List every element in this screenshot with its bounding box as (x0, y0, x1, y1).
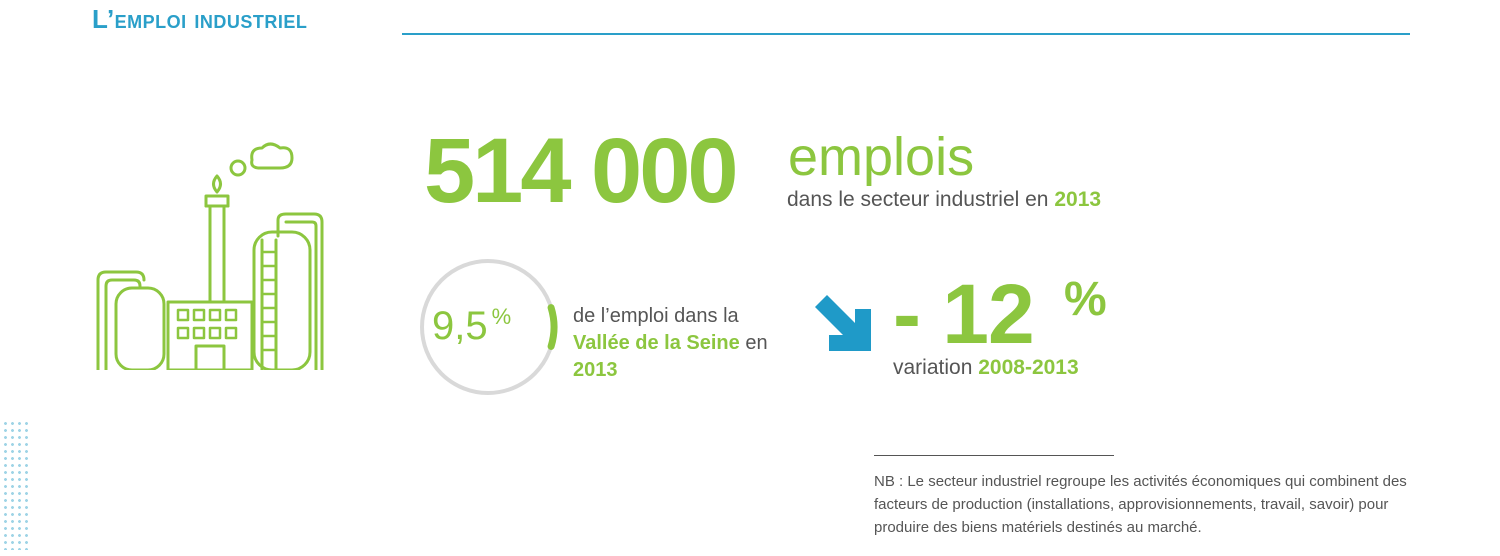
arrow-down-right-icon (815, 295, 871, 351)
share-year: 2013 (573, 359, 618, 381)
factory-icon (96, 142, 324, 370)
variation-period: 2008-2013 (978, 356, 1079, 379)
variation-caption: variation 2008-2013 (893, 356, 1079, 380)
share-percent-sign: % (491, 304, 512, 329)
decorative-dot-grid (2, 420, 30, 550)
gauge-fill (547, 304, 558, 350)
title-divider (402, 33, 1410, 35)
note-divider (874, 455, 1114, 456)
headline-value: 514 000 (424, 120, 739, 222)
variation-value: - 12 (893, 267, 1035, 361)
headline-caption: dans le secteur industriel en 2013 (787, 188, 1101, 212)
headline-year: 2013 (1054, 188, 1102, 211)
headline-caption-text: dans le secteur industriel en (787, 188, 1049, 211)
share-text-before: de l’emploi dans la (573, 305, 739, 327)
share-value-group: 9,5% (432, 304, 512, 348)
share-value: 9,5 (432, 304, 488, 348)
share-gauge (420, 259, 558, 395)
share-description: de l’emploi dans la Vallée de la Seine e… (573, 303, 773, 384)
headline-unit: emplois (788, 127, 975, 187)
section-title: L’emploi industriel (92, 4, 308, 34)
variation-percent-sign: % (1064, 273, 1107, 326)
note-text: NB : Le secteur industriel regroupe les … (874, 473, 1407, 536)
share-highlight: Vallée de la Seine (573, 332, 740, 354)
variation-label: variation (893, 356, 973, 379)
share-text-after: en (745, 332, 768, 354)
